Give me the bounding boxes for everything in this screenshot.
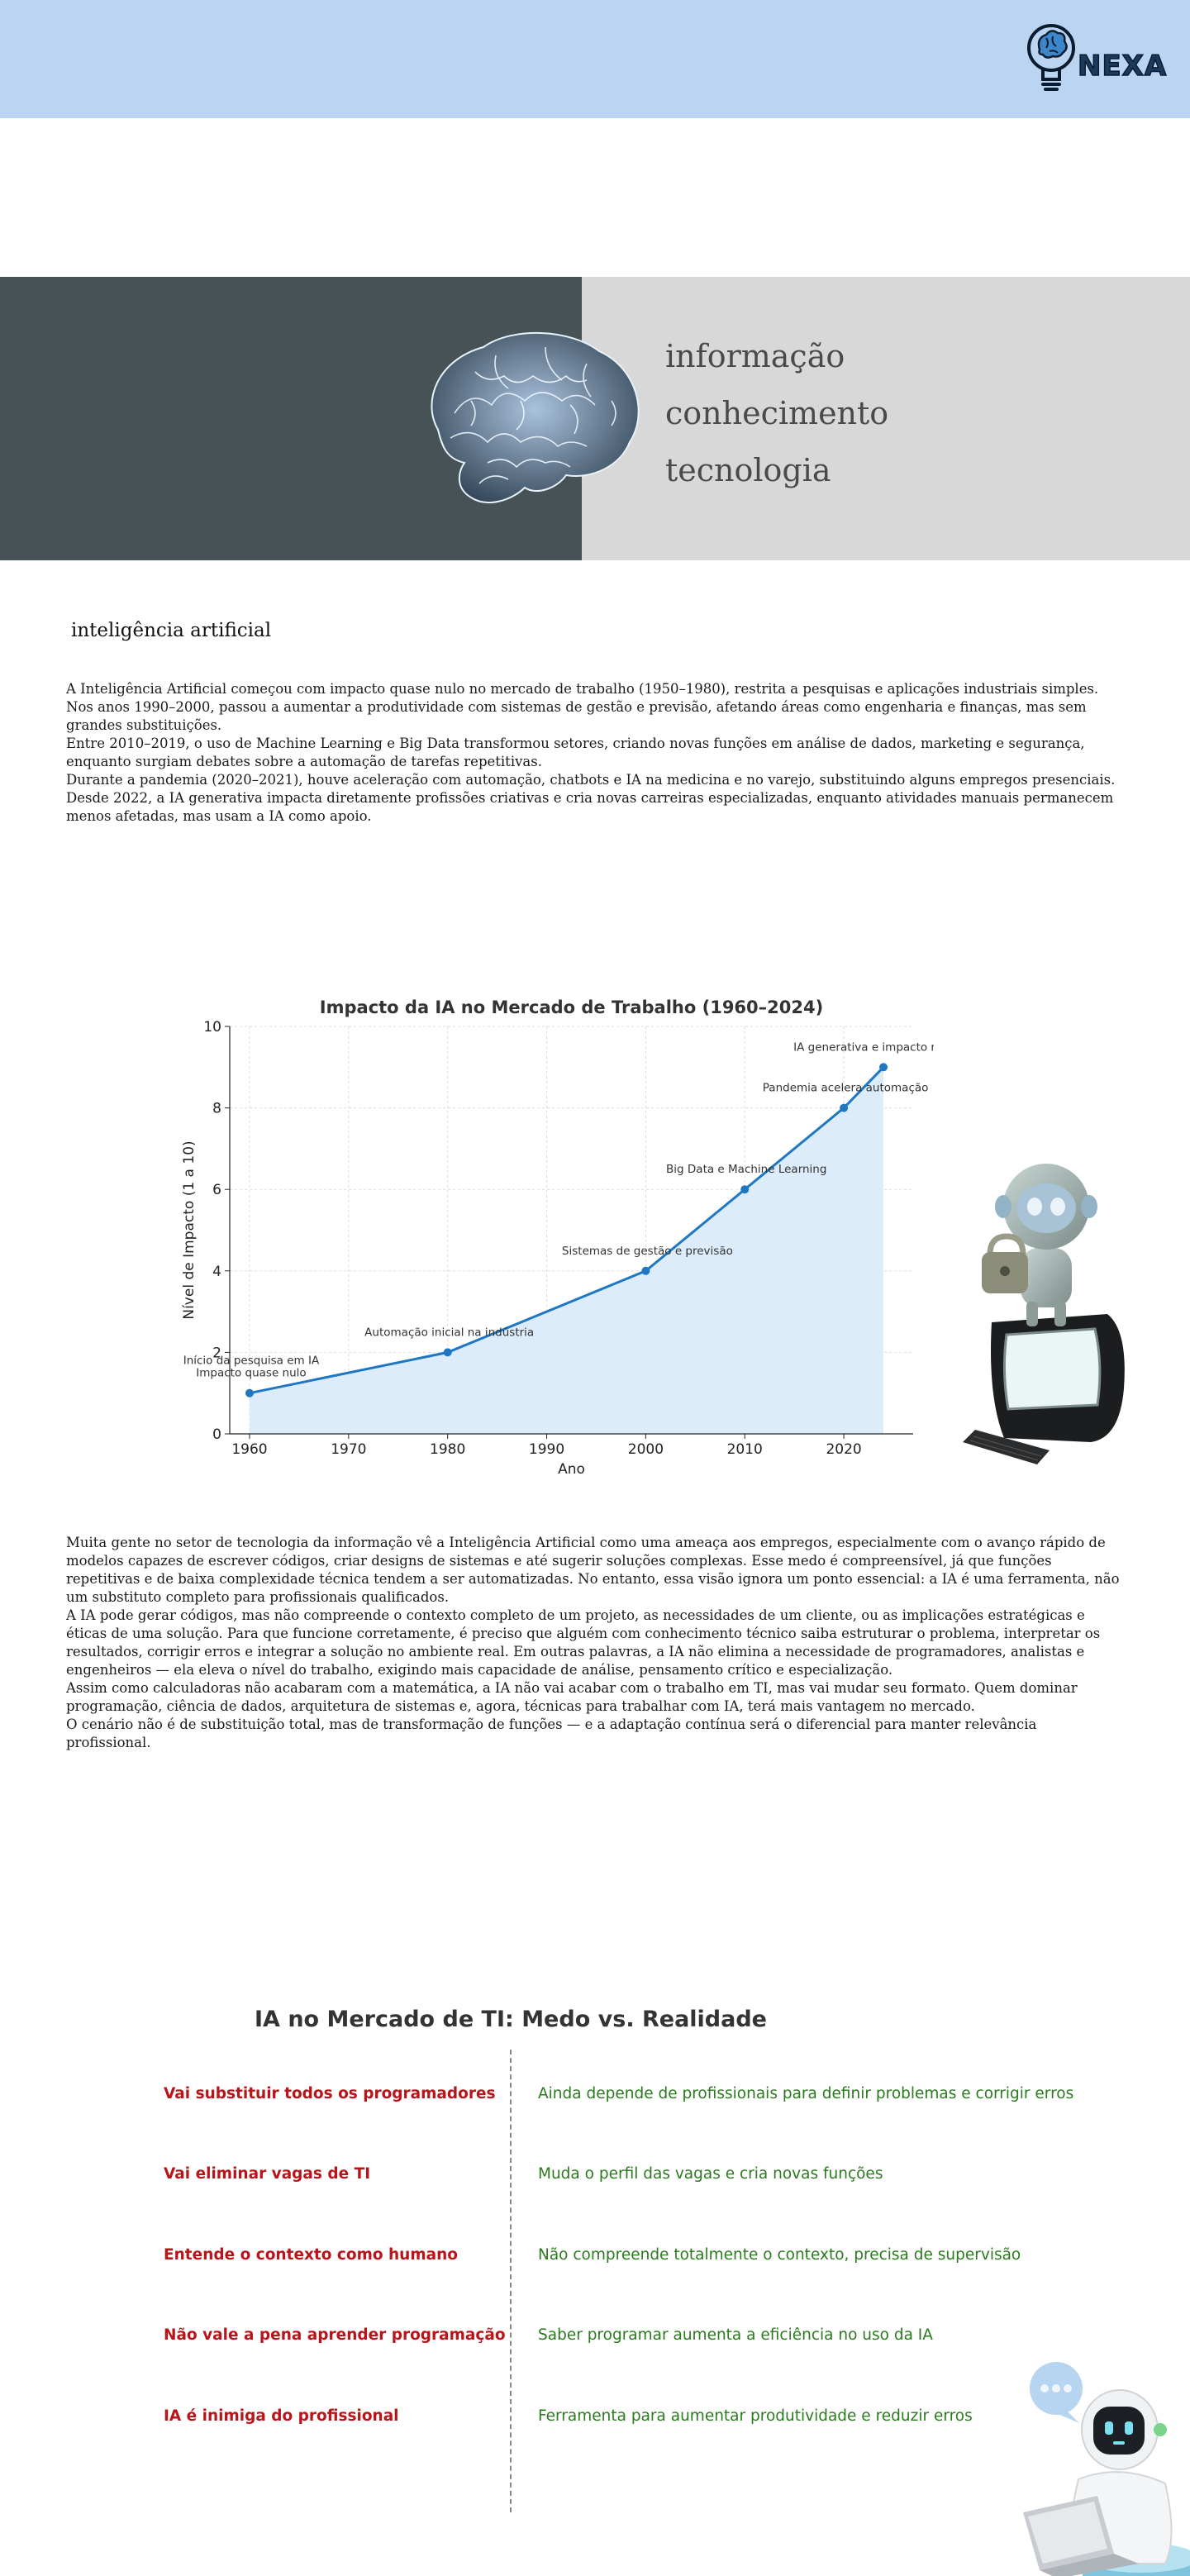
hero-word-3: tecnologia — [665, 452, 831, 488]
y-tick-label: 2 — [212, 1345, 221, 1361]
fear-vs-reality-panel: IA no Mercado de TI: Medo vs. Realidade … — [0, 2000, 1190, 2576]
myth-text: IA é inimiga do profissional — [164, 2407, 399, 2425]
hero-light-panel — [582, 277, 1190, 560]
section-title: inteligência artificial — [71, 620, 272, 641]
y-tick-label: 10 — [203, 1019, 221, 1036]
body-paragraph-3: Assim como calculadoras não acabaram com… — [66, 1680, 1078, 1714]
header-banner: NEXA — [0, 0, 1190, 118]
myth-text: Entende o contexto como humano — [164, 2246, 458, 2264]
myth-text: Não vale a pena aprender programação — [164, 2326, 506, 2344]
data-point — [641, 1266, 650, 1275]
brain-illustration — [431, 331, 640, 503]
hero-word-1: informação — [665, 338, 845, 374]
data-annotation: Sistemas de gestão e previsão — [562, 1245, 733, 1258]
data-point — [443, 1348, 452, 1357]
impact-line-chart: 1960 1970 1980 1990 2000 2010 2020 0 2 4 6 8 10 Impac… — [181, 998, 934, 1478]
intro-line-4: Durante a pandemia (2020–2021), houve ac… — [66, 772, 1116, 788]
x-tick-label: 1970 — [331, 1441, 366, 1458]
hero-banner: informação conhecimento tecnologia — [0, 277, 1190, 560]
intro-line-5: Desde 2022, a IA generativa impacta dire… — [66, 790, 1114, 824]
y-tick-label: 0 — [212, 1426, 221, 1443]
robot-with-laptop-illustration — [1023, 2362, 1190, 2576]
data-annotation: Automação inicial na indústria — [364, 1326, 534, 1339]
body-text: Muita gente no setor de tecnologia da in… — [66, 1534, 1124, 1752]
data-annotation: Início da pesquisa em IA — [183, 1355, 320, 1368]
series-line — [249, 1066, 885, 1395]
x-tick-label: 1980 — [430, 1441, 465, 1458]
data-annotation: Impacto quase nulo — [196, 1367, 306, 1380]
x-tick-label: 2010 — [727, 1441, 763, 1458]
fear-vs-reality-title: IA no Mercado de TI: Medo vs. Realidade — [254, 2007, 767, 2032]
comparison-row: Entende o contexto como humano Não compr… — [0, 2246, 1190, 2271]
intro-line-2: Nos anos 1990–2000, passou a aumentar a … — [66, 699, 1087, 733]
reality-text: Ainda depende de profissionais para defi… — [538, 2085, 1074, 2102]
body-paragraph-1: Muita gente no setor de tecnologia da in… — [66, 1535, 1120, 1605]
reality-text: Muda o perfil das vagas e cria novas fun… — [538, 2165, 883, 2183]
robot-on-computer-illustration — [963, 1164, 1125, 1464]
column-divider — [510, 2050, 512, 2512]
y-tick-label: 4 — [212, 1264, 221, 1280]
data-annotation: Pandemia acelera automação — [763, 1082, 929, 1095]
lightbulb-brain-icon — [1027, 24, 1075, 91]
y-tick-label: 8 — [212, 1101, 221, 1117]
comparison-row: Vai substituir todos os programadores Ai… — [0, 2085, 1190, 2110]
hero-word-2: conhecimento — [665, 395, 889, 431]
data-point — [840, 1103, 849, 1112]
y-axis-label: Nível de Impacto (1 a 10) — [181, 1140, 198, 1319]
data-annotation: IA generativa e impacto massivo — [793, 1040, 934, 1054]
hero-keywords: informação conhecimento tecnologia — [665, 328, 888, 499]
myth-text: Vai eliminar vagas de TI — [164, 2165, 371, 2183]
x-axis-label: Ano — [558, 1461, 585, 1478]
x-tick-label: 1990 — [529, 1441, 564, 1458]
myth-text: Vai substituir todos os programadores — [164, 2085, 496, 2102]
reality-text: Ferramenta para aumentar produtividade e… — [538, 2407, 973, 2425]
nexa-logo[interactable]: NEXA — [1025, 18, 1167, 101]
y-tick-label: 6 — [212, 1182, 221, 1198]
chart-title: Impacto da IA no Mercado de Trabalho (19… — [320, 998, 823, 1017]
data-point — [740, 1185, 750, 1194]
reality-text: Saber programar aumenta a eficiência no … — [538, 2326, 933, 2344]
area-fill — [249, 1067, 884, 1434]
body-paragraph-2: A IA pode gerar códigos, mas não compree… — [66, 1607, 1101, 1678]
x-tick-label: 2000 — [628, 1441, 664, 1458]
x-tick-label: 2020 — [826, 1441, 861, 1458]
intro-line-3: Entre 2010–2019, o uso de Machine Learni… — [66, 736, 1085, 769]
x-tick-label: 1960 — [231, 1441, 267, 1458]
logo-text: NEXA — [1077, 49, 1168, 83]
comparison-row: Vai eliminar vagas de TI Muda o perfil d… — [0, 2165, 1190, 2190]
intro-line-1: A Inteligência Artificial começou com im… — [66, 681, 1099, 697]
data-annotation: Big Data e Machine Learning — [666, 1163, 826, 1176]
data-point — [245, 1388, 254, 1398]
data-point — [879, 1063, 888, 1072]
comparison-row: IA é inimiga do profissional Ferramenta … — [0, 2407, 1190, 2432]
comparison-row: Não vale a pena aprender programação Sab… — [0, 2326, 1190, 2351]
intro-text: A Inteligência Artificial começou com im… — [66, 680, 1124, 826]
body-paragraph-4: O cenário não é de substituição total, m… — [66, 1717, 1037, 1750]
reality-text: Não compreende totalmente o contexto, pr… — [538, 2246, 1021, 2264]
